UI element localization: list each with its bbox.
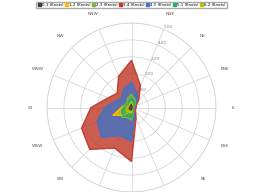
Polygon shape <box>119 94 136 120</box>
Polygon shape <box>113 102 133 115</box>
Legend: 0-1 (Knots), 1-2 (Knots), 2-3 (Knots), 3-4 (Knots), 4-5 (Knots), 5-1 (Knots), 6-: 0-1 (Knots), 1-2 (Knots), 2-3 (Knots), 3… <box>36 2 227 8</box>
Polygon shape <box>126 103 133 113</box>
Polygon shape <box>121 98 134 118</box>
Polygon shape <box>129 104 133 110</box>
Polygon shape <box>82 60 140 162</box>
Polygon shape <box>97 82 137 141</box>
